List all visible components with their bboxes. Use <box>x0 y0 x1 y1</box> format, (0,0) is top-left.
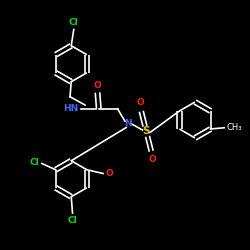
Text: Cl: Cl <box>69 18 78 27</box>
Text: O: O <box>94 80 102 90</box>
Text: O: O <box>136 98 144 108</box>
Text: HN: HN <box>64 104 79 113</box>
Text: N: N <box>124 119 131 128</box>
Text: S: S <box>142 126 150 136</box>
Text: CH₃: CH₃ <box>227 123 242 132</box>
Text: Cl: Cl <box>68 216 78 225</box>
Text: O: O <box>106 169 113 178</box>
Text: Cl: Cl <box>30 158 40 167</box>
Text: O: O <box>148 155 156 164</box>
